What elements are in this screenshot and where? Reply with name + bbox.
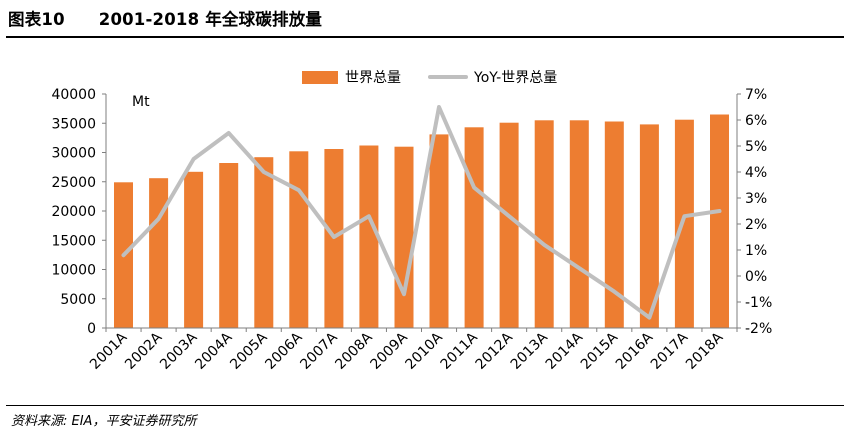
x-tick-label: 2011A xyxy=(438,329,482,373)
bar-2010A xyxy=(429,134,449,328)
left-tick-label: 15000 xyxy=(51,233,96,249)
x-tick-label: 2016A xyxy=(613,329,657,373)
legend-label-bar: 世界总量 xyxy=(345,70,401,86)
bar-2012A xyxy=(499,122,519,328)
x-tick-label: 2015A xyxy=(578,329,622,373)
right-tick-label: 7% xyxy=(745,87,767,103)
x-tick-label: 2018A xyxy=(683,329,727,373)
x-tick-label: 2012A xyxy=(473,329,517,373)
left-tick-label: 0 xyxy=(87,321,96,337)
x-tick-label: 2008A xyxy=(332,329,376,373)
figure-title: 图表10 2001-2018 年全球碳排放量 xyxy=(8,6,322,30)
left-axis-unit: Mt xyxy=(132,94,150,110)
legend-swatch-bar xyxy=(302,71,338,84)
bar-2014A xyxy=(569,120,589,328)
bar-2018A xyxy=(710,114,729,328)
left-tick-label: 5000 xyxy=(60,292,96,308)
bar-2011A xyxy=(464,127,484,328)
bar-2002A xyxy=(149,178,169,328)
right-tick-label: 0% xyxy=(745,269,767,285)
right-tick-label: -1% xyxy=(745,295,772,311)
left-tick-label: 20000 xyxy=(51,204,96,220)
right-tick-label: 2% xyxy=(745,217,767,233)
x-tick-label: 2005A xyxy=(227,329,271,373)
yoy-line xyxy=(121,105,722,320)
x-tick-label: 2003A xyxy=(157,329,201,373)
bar-2009A xyxy=(394,146,414,328)
header-divider xyxy=(6,36,844,38)
bar-2006A xyxy=(289,151,309,328)
bar-2005A xyxy=(254,157,274,328)
right-tick-label: 3% xyxy=(745,191,767,207)
bar-2013A xyxy=(534,120,554,328)
left-tick-label: 30000 xyxy=(51,146,96,162)
bar-2003A xyxy=(184,171,204,328)
bar-2008A xyxy=(359,145,379,328)
source-note: 资料来源: EIA，平安证券研究所 xyxy=(11,414,197,429)
bar-2004A xyxy=(219,163,239,328)
x-tick-label: 2006A xyxy=(262,329,306,373)
x-tick-label: 2004A xyxy=(192,329,236,373)
figure-number: 图表10 xyxy=(8,10,65,29)
bar-2016A xyxy=(639,124,659,329)
right-tick-label: 1% xyxy=(745,243,767,259)
x-tick-label: 2007A xyxy=(297,329,341,373)
right-tick-label: -2% xyxy=(745,321,772,337)
bar-2015A xyxy=(604,121,624,328)
right-tick-label: 5% xyxy=(745,139,767,155)
figure-header: 图表10 2001-2018 年全球碳排放量 xyxy=(0,0,853,38)
bar-2017A xyxy=(674,119,694,328)
x-tick-label: 2017A xyxy=(648,329,692,373)
left-tick-label: 25000 xyxy=(51,175,96,191)
x-tick-label: 2010A xyxy=(403,329,447,373)
legend-label-line: YoY-世界总量 xyxy=(473,70,557,86)
x-tick-label: 2014A xyxy=(543,329,587,373)
figure-title-text: 2001-2018 年全球碳排放量 xyxy=(98,10,323,29)
x-tick-label: 2009A xyxy=(368,329,412,373)
footer-divider xyxy=(6,405,844,406)
left-tick-label: 35000 xyxy=(51,116,96,132)
x-tick-label: 2013A xyxy=(508,329,552,373)
left-tick-label: 40000 xyxy=(51,87,96,103)
right-tick-label: 6% xyxy=(745,113,767,129)
x-tick-label: 2002A xyxy=(122,329,166,373)
right-tick-label: 4% xyxy=(745,165,767,181)
left-tick-label: 10000 xyxy=(51,263,96,279)
